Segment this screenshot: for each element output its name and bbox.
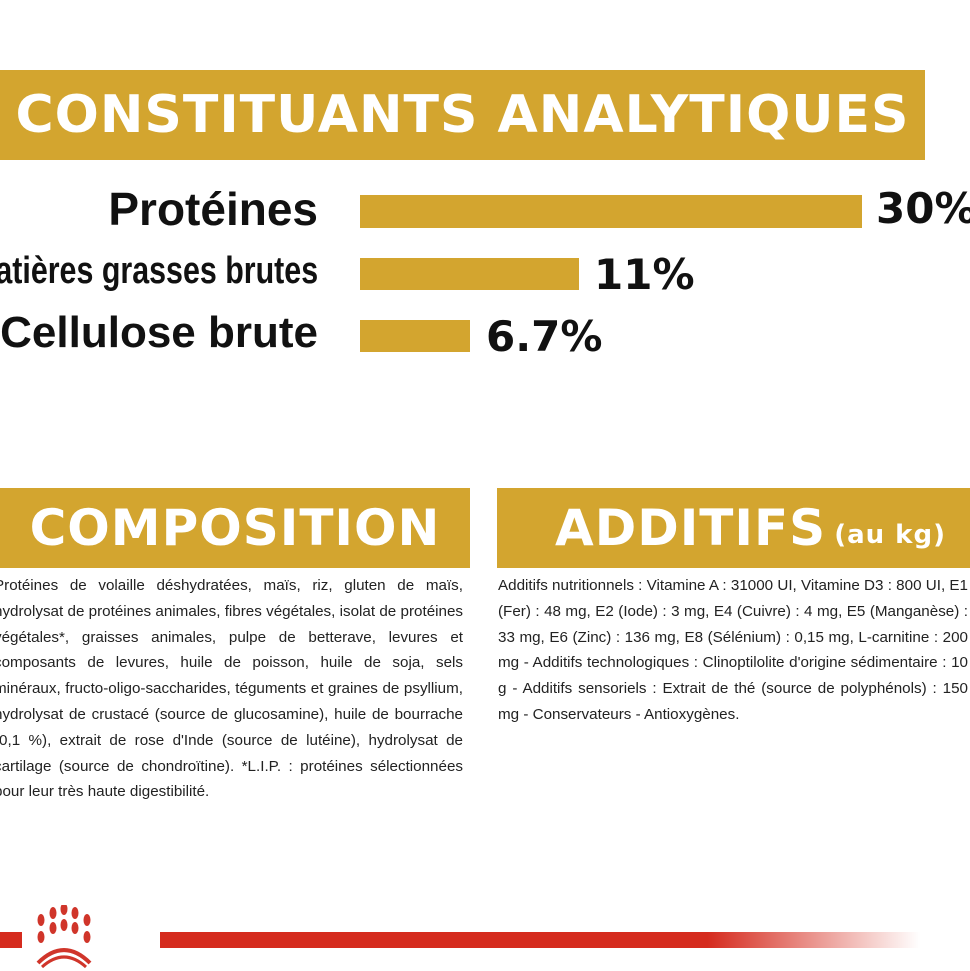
composition-header: COMPOSITION — [0, 488, 470, 568]
additives-text: Additifs nutritionnels : Vitamine A : 31… — [498, 577, 968, 723]
royal-canin-crown-icon — [36, 905, 92, 969]
fiber-bar — [360, 320, 470, 352]
additives-header: ADDITIFS (au kg) — [497, 488, 970, 568]
protein-bar — [360, 195, 862, 228]
additives-title: ADDITIFS — [555, 499, 827, 557]
fiber-label: Cellulose brute — [0, 308, 318, 357]
fat-label: Matières grasses brutes — [0, 250, 318, 292]
analytics-title: CONSTITUANTS ANALYTIQUES — [15, 85, 910, 145]
footer-line-left — [0, 932, 22, 948]
composition-text: Protéines de volaille déshydratées, maïs… — [0, 577, 463, 801]
protein-value: 30% — [876, 184, 970, 233]
footer-graphic — [0, 905, 920, 969]
analytics-header: CONSTITUANTS ANALYTIQUES — [0, 70, 925, 160]
composition-title: COMPOSITION — [29, 499, 441, 557]
additives-unit: (au kg) — [834, 520, 946, 550]
footer-line-right — [160, 932, 920, 948]
fat-value: 11% — [594, 250, 695, 299]
protein-label: Protéines — [108, 183, 318, 235]
fat-bar — [360, 258, 579, 290]
fiber-value: 6.7% — [486, 312, 603, 361]
